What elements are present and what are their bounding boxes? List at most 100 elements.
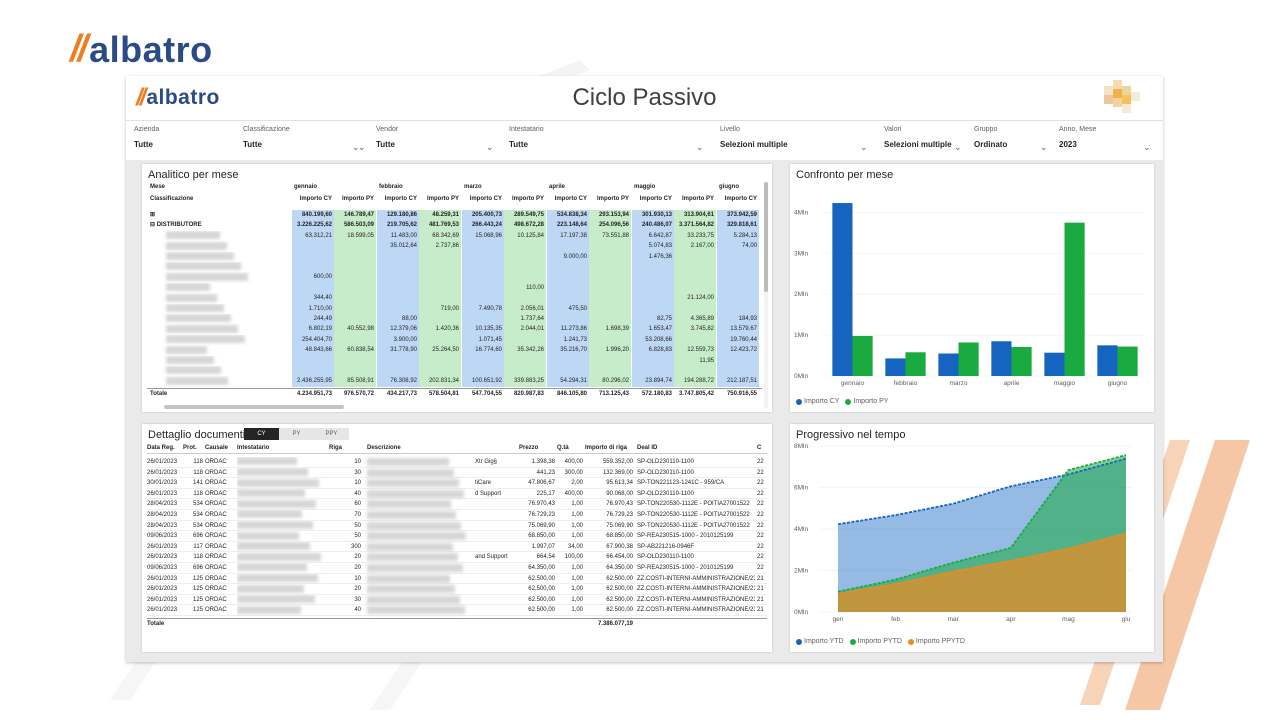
bar-cy[interactable] xyxy=(832,203,853,376)
legend-item-ytd[interactable]: Importo YTD xyxy=(796,638,844,645)
line-ytd[interactable] xyxy=(837,457,1127,526)
column-header[interactable]: Prezzo xyxy=(519,445,539,451)
column-header[interactable]: Data Reg. xyxy=(147,445,175,451)
matrix-cell: 146.789,47 xyxy=(334,210,376,221)
bar-cy[interactable] xyxy=(1044,352,1065,376)
table-row[interactable]: 26/01/2023 118 ORDAC 30 441,23 300,00 132.369,… xyxy=(147,468,767,479)
matrix-row[interactable]: 6.802,19 40.552,98 12.379,06 1.420,36 10.135… xyxy=(147,324,762,335)
filter-livello[interactable]: Livello Selezioni multiple ⌄ xyxy=(720,126,870,152)
chevron-down-icon[interactable]: ⌄ xyxy=(860,142,868,152)
filter-classificazione[interactable]: Classificazione Tutte ⌄ xyxy=(243,126,363,152)
chevron-down-icon[interactable]: ⌄ xyxy=(358,142,366,152)
bar-py[interactable] xyxy=(905,352,926,376)
matrix-row[interactable]: 63.312,21 18.599,05 11.483,00 68.342,69 15.0… xyxy=(147,230,762,242)
column-header[interactable]: Prot. xyxy=(183,445,197,451)
line-ppytd[interactable] xyxy=(837,532,1127,595)
matrix-row[interactable]: 1.710,00 719,00 7.490,78 2.056,01 475,50 xyxy=(147,303,762,314)
bar-cy[interactable] xyxy=(885,358,906,376)
filter-azienda[interactable]: Azienda Tutte ⌄ xyxy=(134,126,366,152)
table-cell: ORDAC xyxy=(205,565,227,571)
bar-cy[interactable] xyxy=(938,353,959,376)
horizontal-scrollbar[interactable] xyxy=(164,405,344,409)
matrix-row[interactable] xyxy=(147,366,762,377)
bar-py[interactable] xyxy=(1011,346,1032,376)
table-row[interactable]: 09/06/2023 696 ORDAC 50 68.850,00 1,00 68.850,… xyxy=(147,531,767,542)
chevron-down-icon[interactable]: ⌄ xyxy=(1143,142,1151,152)
table-cell: 132.369,00 xyxy=(602,469,633,476)
matrix-row[interactable]: ⊟ DISTRIBUTORE 3.226.225,62 586.503,09 219.… xyxy=(147,220,762,231)
matrix-row[interactable]: 344,40 21.124,00 xyxy=(147,293,762,304)
table-row[interactable]: 09/06/2023 696 ORDAC 20 64.350,00 1,00 64.350,… xyxy=(147,563,767,574)
column-header[interactable]: Descrizione xyxy=(367,445,401,451)
table-row[interactable]: 28/04/2023 534 ORDAC 50 75.069,90 1,00 75.069,… xyxy=(147,521,767,532)
vertical-scrollbar[interactable] xyxy=(764,182,768,408)
column-header[interactable]: Deal ID xyxy=(637,445,658,451)
table-row[interactable]: 26/01/2023 125 ORDAC 10 62.500,00 1,00 62.500,… xyxy=(147,574,767,585)
filter-anno-mese[interactable]: Anno, Mese 2023 ⌄ xyxy=(1059,126,1154,152)
legend-item-cy[interactable]: Importo CY xyxy=(796,398,839,405)
table-row[interactable]: 26/01/2023 118 ORDAC 10 Xtr Gig§ 1.398,38 400,… xyxy=(147,457,767,468)
matrix-row[interactable] xyxy=(147,262,762,273)
bar-py[interactable] xyxy=(1064,222,1085,376)
matrix-row[interactable]: 48.843,66 60.838,54 31.778,90 25.264,50 16.7… xyxy=(147,345,762,356)
area-chart-legend: Importo YTD Importo PYTD Importo PPYTD xyxy=(796,638,971,645)
matrix-row[interactable]: 9.000,00 1.476,36 xyxy=(147,251,762,262)
line-pytd[interactable] xyxy=(837,454,1127,593)
chevron-down-icon[interactable]: ⌄ xyxy=(1040,142,1048,152)
table-row[interactable]: 28/04/2023 534 ORDAC 60 76.970,43 1,00 76.970,… xyxy=(147,499,767,510)
filter-intestatario[interactable]: Intestatario Tutte ⌄ xyxy=(509,126,704,152)
matrix-row[interactable]: 2.436.255,95 85.508,91 76.308,92 202.831,34… xyxy=(147,376,762,387)
matrix-row[interactable]: 110,00 xyxy=(147,282,762,294)
column-header[interactable]: Causale xyxy=(205,445,229,451)
column-header[interactable]: Intestatario xyxy=(237,445,270,451)
tab-ppy[interactable]: PPY xyxy=(314,428,349,440)
bar-py[interactable] xyxy=(1117,346,1138,376)
column-header[interactable]: C xyxy=(757,445,762,451)
bar-chart[interactable]: 0Mln 1Mln 2Mln 3Mln 4Mln gennaio febbraio marzo… xyxy=(790,184,1154,394)
matrix-cell xyxy=(547,293,589,304)
matrix-row[interactable]: 600,00 xyxy=(147,272,762,283)
area-ppytd[interactable] xyxy=(838,533,1126,612)
matrix-grid[interactable]: Mese gennaio febbraio marzo aprile maggio giug… xyxy=(147,182,762,404)
tab-py[interactable]: PY xyxy=(279,428,314,440)
table-row[interactable]: 26/01/2023 117 ORDAC 300 1.997,07 34,00 67.900… xyxy=(147,542,767,553)
matrix-row[interactable]: 11,95 xyxy=(147,355,762,366)
legend-item-ppytd[interactable]: Importo PPYTD xyxy=(907,638,965,645)
chevron-down-icon[interactable]: ⌄ xyxy=(696,142,704,152)
matrix-row[interactable]: 254.404,70 3.900,00 1.071,45 1.241,73 53.208… xyxy=(147,334,762,346)
table-row[interactable]: 26/01/2023 118 ORDAC 40 d Support 225,17 400,0… xyxy=(147,489,767,500)
table-row[interactable]: 26/01/2023 125 ORDAC 20 62.500,00 1,00 62.500,… xyxy=(147,584,767,595)
chevron-down-icon[interactable]: ⌄ xyxy=(954,142,962,152)
column-header[interactable]: Riga xyxy=(329,445,343,451)
bar-cy[interactable] xyxy=(1097,345,1118,376)
bar-py[interactable] xyxy=(958,342,979,376)
matrix-cell: 6.802,19 xyxy=(292,324,334,335)
table-cell: 62.500,00 xyxy=(606,586,633,593)
table-row[interactable]: 26/01/2023 125 ORDAC 40 62.500,00 1,00 62.500,… xyxy=(147,605,767,616)
bar-py[interactable] xyxy=(852,335,873,376)
filter-gruppo[interactable]: Gruppo Ordinato ⌄ xyxy=(974,126,1049,152)
scrollbar-thumb[interactable] xyxy=(764,182,768,292)
area-chart[interactable]: 0Mln 2Mln 4Mln 6Mln 8Mln gen feb mar apr mag giu xyxy=(790,440,1154,632)
table-row[interactable]: 30/01/2023 141 ORDAC 10 tiCare 47.806,67 2,00 9… xyxy=(147,478,767,489)
filter-valori[interactable]: Valori Selezioni multiple ⌄ xyxy=(884,126,964,152)
table-row[interactable]: 26/01/2023 118 ORDAC 20 and Support 664,54 100… xyxy=(147,552,767,563)
matrix-total-cell: 3.747.805,42 xyxy=(678,390,714,397)
chevron-down-icon[interactable]: ⌄ xyxy=(486,142,494,152)
table-row[interactable]: 28/04/2023 534 ORDAC 70 76.729,23 1,00 76.729,… xyxy=(147,510,767,521)
chevron-down-icon[interactable]: ⌄ xyxy=(352,142,360,152)
column-header[interactable]: Importo di riga xyxy=(585,445,627,451)
legend-item-py[interactable]: Importo PY xyxy=(845,398,888,405)
legend-item-pytd[interactable]: Importo PYTD xyxy=(849,638,902,645)
filter-vendor[interactable]: Vendor Tutte ⌄ xyxy=(376,126,496,152)
matrix-row[interactable]: 244,49 88,00 1.737,64 82,75 4.365,89 184,93 xyxy=(147,314,762,325)
bar-cy[interactable] xyxy=(991,341,1012,376)
column-header[interactable]: Q.tà xyxy=(557,445,569,451)
matrix-cell xyxy=(589,282,631,294)
table-cell: 28/04/2023 xyxy=(147,501,178,508)
matrix-row[interactable]: 35.012,64 2.737,86 5.074,83 2.167,00 74,00 xyxy=(147,241,762,252)
matrix-cell xyxy=(504,262,546,273)
table-row[interactable]: 26/01/2023 125 ORDAC 30 62.500,00 1,00 62.500,… xyxy=(147,595,767,606)
matrix-row[interactable]: ⊞ 840.199,60 146.789,47 129.180,86 48.259,31… xyxy=(147,210,762,221)
tab-cy[interactable]: CY xyxy=(244,428,279,440)
